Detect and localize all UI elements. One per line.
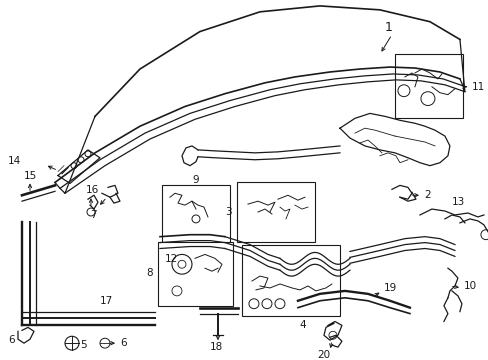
Text: 15: 15 [24, 171, 37, 180]
Text: 3: 3 [225, 207, 231, 217]
Text: 19: 19 [383, 283, 396, 293]
Text: 5: 5 [80, 340, 86, 350]
Text: 2: 2 [423, 190, 429, 200]
Text: 16: 16 [86, 185, 99, 195]
Bar [162, 185, 229, 264]
Bar [242, 244, 339, 316]
Bar [394, 54, 462, 118]
Text: 11: 11 [471, 82, 484, 92]
Text: 6: 6 [120, 338, 126, 348]
Text: 9: 9 [192, 175, 199, 185]
Text: 6: 6 [8, 335, 15, 345]
Text: 20: 20 [317, 350, 330, 360]
Text: 4: 4 [298, 320, 305, 330]
Text: 14: 14 [8, 156, 21, 166]
Text: 7: 7 [90, 210, 97, 220]
Text: 1: 1 [384, 21, 392, 34]
Text: 18: 18 [209, 342, 223, 352]
Text: 10: 10 [463, 281, 476, 291]
Text: 8: 8 [146, 268, 153, 278]
Bar [158, 242, 232, 306]
Text: 12: 12 [164, 255, 178, 264]
Text: 17: 17 [100, 296, 113, 306]
Text: 13: 13 [451, 197, 464, 207]
Bar [237, 183, 314, 242]
